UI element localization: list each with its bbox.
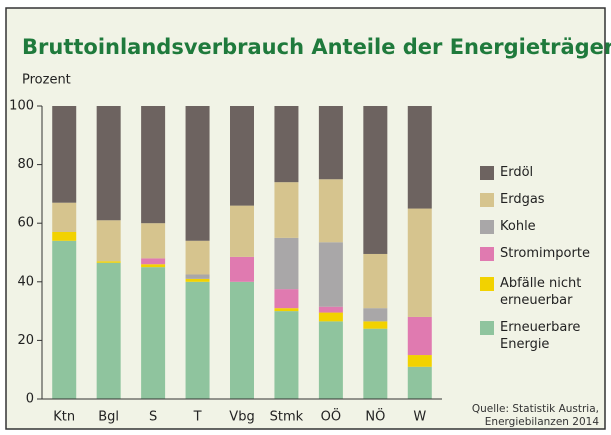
bar-segment (318, 242, 343, 307)
bar-segment (318, 321, 343, 399)
bar-segment (407, 366, 432, 399)
bar-segment (141, 258, 166, 265)
bar-segment (52, 106, 77, 203)
legend-label: Erdöl (500, 165, 534, 180)
x-tick-label: T (193, 410, 202, 425)
bar-segment (185, 278, 210, 282)
bar-segment (52, 231, 77, 241)
bar-segment (141, 106, 166, 224)
legend-swatch (480, 277, 494, 291)
bar-segment (363, 106, 388, 254)
legend-label: Kohle (500, 219, 536, 234)
x-tick-label: S (149, 410, 157, 425)
bar-segment (141, 264, 166, 268)
legend-swatch (480, 220, 494, 234)
bar-segment (318, 306, 343, 313)
y-tick-label: 100 (9, 99, 34, 114)
bar-segment (230, 256, 254, 282)
legend-label: Abfälle nicht erneuerbar (500, 276, 582, 308)
legend-swatch (480, 321, 494, 335)
bar-segment (274, 289, 299, 309)
y-tick-label: 60 (17, 216, 34, 231)
x-tick-label: Bgl (98, 410, 119, 425)
bar-segment (274, 106, 299, 183)
bar-segment (141, 267, 166, 399)
x-tick-label: OÖ (321, 408, 341, 425)
bar-segment (185, 281, 210, 399)
bar-segment (230, 106, 254, 206)
bar-segment (52, 202, 77, 232)
bar-segment (407, 316, 432, 356)
x-tick-label: Stmk (270, 410, 304, 425)
bar-segment (52, 240, 77, 399)
bar-segment (96, 106, 121, 221)
bar-segment (274, 311, 299, 399)
bar-segment (407, 106, 432, 209)
legend-swatch (480, 247, 494, 261)
bar-segment (185, 240, 210, 275)
bar-segment (363, 328, 388, 399)
bar-segment (185, 274, 210, 279)
chart-title: Bruttoinlandsverbrauch Anteile der Energ… (22, 35, 611, 59)
bar-segment (318, 106, 343, 180)
bar-segment (363, 321, 388, 329)
bar-segment (318, 179, 343, 243)
legend-label: Erdgas (500, 192, 545, 207)
x-tick-label: Vbg (229, 410, 254, 425)
legend-swatch (480, 193, 494, 207)
bar-segment (274, 237, 299, 290)
bar-segment (141, 223, 166, 259)
source-line: Energiebilanzen 2014 (484, 416, 599, 428)
y-tick-label: 80 (17, 157, 34, 172)
bar-segment (407, 208, 432, 317)
x-tick-label: W (413, 410, 426, 425)
bar-segment (230, 205, 254, 257)
y-tick-label: 0 (26, 392, 34, 407)
bar-segment (96, 261, 121, 263)
bar-segment (363, 308, 388, 322)
x-tick-label: NÖ (365, 408, 385, 425)
bar-segment (363, 253, 388, 309)
bar-segment (274, 308, 299, 312)
x-tick-label: Ktn (53, 410, 75, 425)
bar-segment (96, 262, 121, 399)
bar-segment (96, 220, 121, 262)
bar-segment (230, 281, 254, 399)
legend-label: Stromimporte (500, 246, 590, 261)
y-axis-label: Prozent (22, 73, 71, 88)
legend-label: Erneuerbare Energie (500, 320, 581, 352)
bar-segment (185, 106, 210, 241)
legend-swatch (480, 166, 494, 180)
y-tick-label: 20 (17, 333, 34, 348)
source: Quelle: Statistik Austria, Energiebilanze… (472, 403, 599, 429)
y-tick-label: 40 (17, 274, 34, 289)
bar-segment (318, 312, 343, 322)
bar-segment (274, 182, 299, 238)
source-line: Quelle: Statistik Austria, (471, 403, 599, 415)
bar-segment (407, 355, 432, 367)
